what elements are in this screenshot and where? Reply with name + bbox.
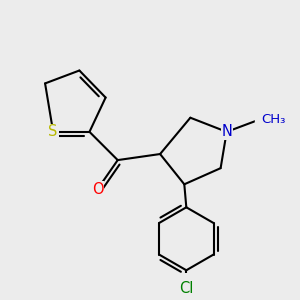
Text: O: O (92, 182, 103, 196)
Text: N: N (221, 124, 232, 139)
Text: CH₃: CH₃ (261, 113, 285, 126)
Text: Cl: Cl (179, 281, 194, 296)
Text: S: S (49, 124, 58, 139)
